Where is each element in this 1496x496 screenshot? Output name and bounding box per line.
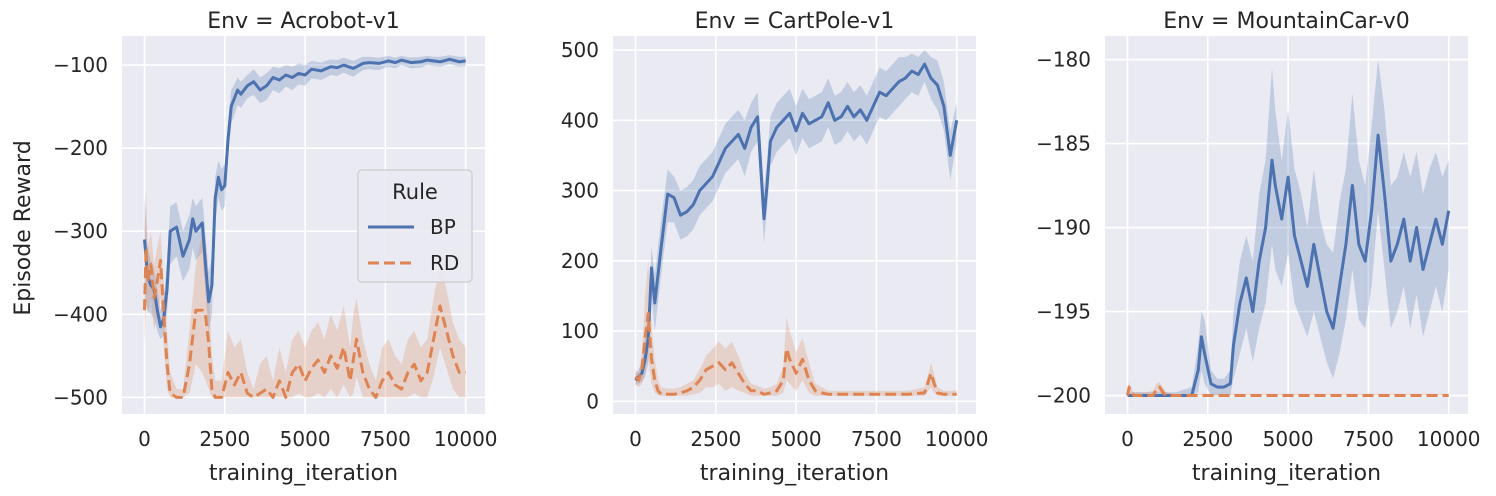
plot-area: [1105, 36, 1468, 414]
series-line-bp: [1127, 133, 1451, 397]
x-axis-label: training_iteration: [700, 461, 889, 486]
panel-title: Env = Acrobot-v1: [207, 9, 399, 34]
x-axis-label: training_iteration: [1192, 461, 1381, 486]
series-line-rd: [1126, 385, 1449, 397]
x-tick-label: 2500: [690, 427, 741, 451]
x-tick-label: 10000: [434, 427, 498, 451]
x-tick-label: 7500: [851, 427, 902, 451]
panel-title: Env = CartPole-v1: [695, 9, 895, 34]
legend: Rule BP RD: [357, 169, 473, 283]
plot-area: [613, 36, 976, 414]
panel-0: 0 2500 5000 7500 10000 −500 −400 −300 −200 −100 En…: [53, 9, 497, 486]
y-tick-label: 100: [561, 319, 599, 343]
y-tick-label: −195: [1036, 300, 1091, 324]
y-tick-label: −200: [53, 136, 108, 160]
y-tick-label: 200: [561, 249, 599, 273]
x-tick-label: 2500: [1182, 427, 1233, 451]
ci-band-bp: [1127, 59, 1449, 396]
y-tick-label: −190: [1036, 216, 1091, 240]
plot-marks: [143, 55, 466, 399]
panel-2: 0 2500 5000 7500 10000 −200 −195 −190 −185 −180 En…: [1036, 9, 1480, 486]
x-tick-label: 5000: [1263, 427, 1314, 451]
x-axis-label: training_iteration: [209, 461, 398, 486]
y-tick-label: −400: [53, 302, 108, 326]
chart-panels: 0 2500 5000 7500 10000−500−400−300−200−100En…: [53, 9, 1480, 486]
legend-title: Rule: [392, 180, 438, 204]
y-tick-label: −500: [53, 385, 108, 409]
y-tick-label: −100: [53, 53, 108, 77]
panel-title: Env = MountainCar-v0: [1163, 9, 1410, 34]
ci-band-bp: [635, 50, 957, 386]
legend-item-bp: BP: [430, 215, 456, 239]
ci-band-rd: [635, 260, 957, 396]
legend-item-rd: RD: [430, 251, 459, 275]
y-tick-label: 300: [561, 179, 599, 203]
x-tick-label: 0: [1121, 427, 1134, 451]
y-tick-label: −185: [1036, 132, 1091, 156]
plot-marks: [1126, 59, 1451, 397]
plot-marks: [634, 50, 959, 396]
y-tick-label: 500: [561, 38, 599, 62]
x-tick-label: 10000: [1417, 427, 1481, 451]
series-line-bp: [143, 57, 466, 329]
y-tick-label: 0: [586, 389, 599, 413]
y-axis-label: Episode Reward: [11, 140, 36, 315]
x-tick-label: 7500: [360, 427, 411, 451]
y-tick-label: −200: [1036, 384, 1091, 408]
y-tick-label: −180: [1036, 48, 1091, 72]
ci-band-rd: [144, 189, 466, 398]
series-line-bp: [634, 62, 959, 382]
y-tick-label: −300: [53, 219, 108, 243]
legend-box: [357, 169, 473, 283]
x-tick-label: 0: [629, 427, 642, 451]
x-tick-label: 10000: [925, 427, 989, 451]
x-tick-label: 5000: [280, 427, 331, 451]
x-tick-label: 5000: [771, 427, 822, 451]
y-tick-label: 400: [561, 108, 599, 132]
series-line-rd: [143, 246, 466, 399]
x-tick-label: 7500: [1343, 427, 1394, 451]
panel-1: 0 2500 5000 7500 10000 0 100 200 300 400 500 Env = …: [561, 9, 989, 486]
x-tick-label: 2500: [199, 427, 250, 451]
x-tick-label: 0: [138, 427, 151, 451]
series-line-rd: [634, 312, 957, 396]
